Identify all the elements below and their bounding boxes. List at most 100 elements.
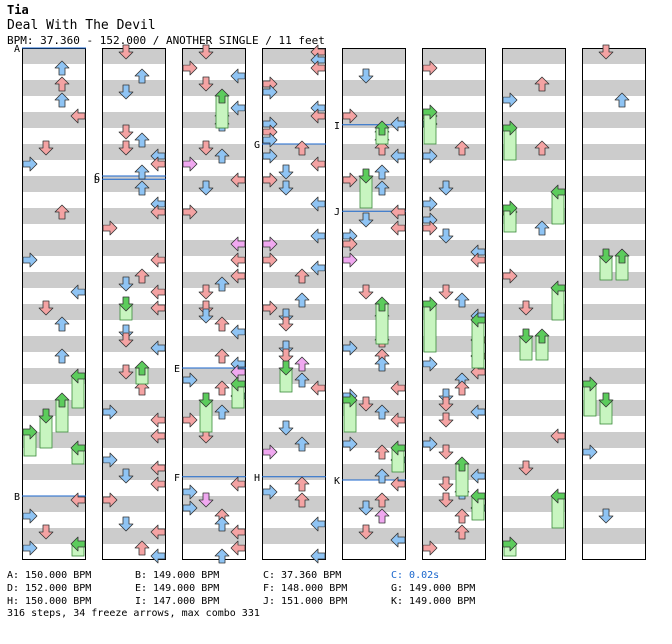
step-arrow (614, 92, 630, 108)
bpm-marker-label: E (174, 364, 180, 375)
freeze-arrow-head (230, 376, 246, 392)
step-arrow (230, 100, 246, 116)
legend-entry: G: 149.000 BPM (391, 583, 476, 594)
beat-band (22, 304, 86, 320)
step-arrow (198, 300, 214, 316)
step-arrow (262, 300, 278, 316)
freeze-arrow-head (374, 120, 390, 136)
bpm-marker-label: J (334, 207, 340, 218)
beat-band (422, 272, 486, 288)
beat-band (342, 496, 406, 512)
beat-band (102, 528, 166, 544)
beat-band (102, 432, 166, 448)
beat-band (342, 144, 406, 160)
beat-band (262, 112, 326, 128)
beat-band (182, 528, 246, 544)
step-arrow (198, 284, 214, 300)
beat-band (102, 400, 166, 416)
beat-band (422, 496, 486, 512)
legend-entry: B: 149.000 BPM (135, 570, 220, 581)
beat-band (182, 368, 246, 384)
step-arrow (310, 380, 326, 396)
step-arrow (278, 164, 294, 180)
freeze-arrow-head (550, 184, 566, 200)
step-arrow (214, 380, 230, 396)
step-arrow (454, 380, 470, 396)
beat-band (342, 528, 406, 544)
bpm-marker-label: H (254, 473, 260, 484)
beat-band (422, 176, 486, 192)
beat-band (422, 112, 486, 128)
step-arrow (262, 132, 278, 148)
step-arrow (310, 260, 326, 276)
beat-band (22, 240, 86, 256)
step-arrow (278, 308, 294, 324)
beat-band (262, 272, 326, 288)
bpm-marker-label: G (254, 140, 260, 151)
step-arrow (38, 140, 54, 156)
step-arrow (134, 68, 150, 84)
beat-band (502, 176, 566, 192)
step-arrow (150, 548, 166, 564)
legend-entry: C: 37.360 BPM (263, 570, 342, 581)
step-arrow (390, 412, 406, 428)
step-arrow (102, 452, 118, 468)
beat-band (22, 496, 86, 512)
beat-band (342, 368, 406, 384)
step-arrow (182, 484, 198, 500)
step-arrow (118, 44, 134, 60)
beat-band (342, 240, 406, 256)
freeze-arrow-head (422, 104, 438, 120)
beat-band (502, 400, 566, 416)
beat-band (422, 464, 486, 480)
beat-band (422, 336, 486, 352)
beat-band (22, 176, 86, 192)
step-arrow (374, 468, 390, 484)
beat-band (422, 240, 486, 256)
step-arrow (310, 156, 326, 172)
legend-entry: K: 149.000 BPM (391, 596, 476, 607)
step-arrow (358, 500, 374, 516)
beat-band (102, 496, 166, 512)
chart-meta: BPM: 37.360 - 152.000 / ANOTHER SINGLE /… (7, 34, 325, 47)
beat-band (422, 304, 486, 320)
beat-band (342, 272, 406, 288)
beat-band (262, 528, 326, 544)
step-arrow (22, 540, 38, 556)
step-arrow (374, 492, 390, 508)
beat-band (582, 304, 646, 320)
step-arrow (150, 156, 166, 172)
chart-column-border (342, 48, 406, 560)
freeze-arrow-head (118, 296, 134, 312)
step-arrow (182, 156, 198, 172)
freeze-arrow-head (358, 168, 374, 184)
step-arrow (342, 108, 358, 124)
legend-entry: E: 149.000 BPM (135, 583, 220, 594)
step-arrow (374, 444, 390, 460)
step-arrow (374, 404, 390, 420)
beat-band (422, 432, 486, 448)
chart-column-border (582, 48, 646, 560)
step-arrow (230, 268, 246, 284)
step-arrow (150, 476, 166, 492)
beat-band (102, 336, 166, 352)
step-arrow (374, 508, 390, 524)
beat-band (582, 336, 646, 352)
beat-band (182, 240, 246, 256)
beat-band (102, 80, 166, 96)
step-arrow (198, 140, 214, 156)
chart-column-border (262, 48, 326, 560)
step-arrow (150, 340, 166, 356)
step-arrow (54, 76, 70, 92)
beat-band (262, 368, 326, 384)
freeze-arrow-head (22, 424, 38, 440)
beat-band (182, 336, 246, 352)
step-arrow (294, 372, 310, 388)
beat-band (342, 304, 406, 320)
step-arrow (278, 340, 294, 356)
beat-band (262, 48, 326, 64)
step-arrow (22, 156, 38, 172)
beat-band (22, 144, 86, 160)
step-arrow (150, 252, 166, 268)
step-arrow (134, 180, 150, 196)
